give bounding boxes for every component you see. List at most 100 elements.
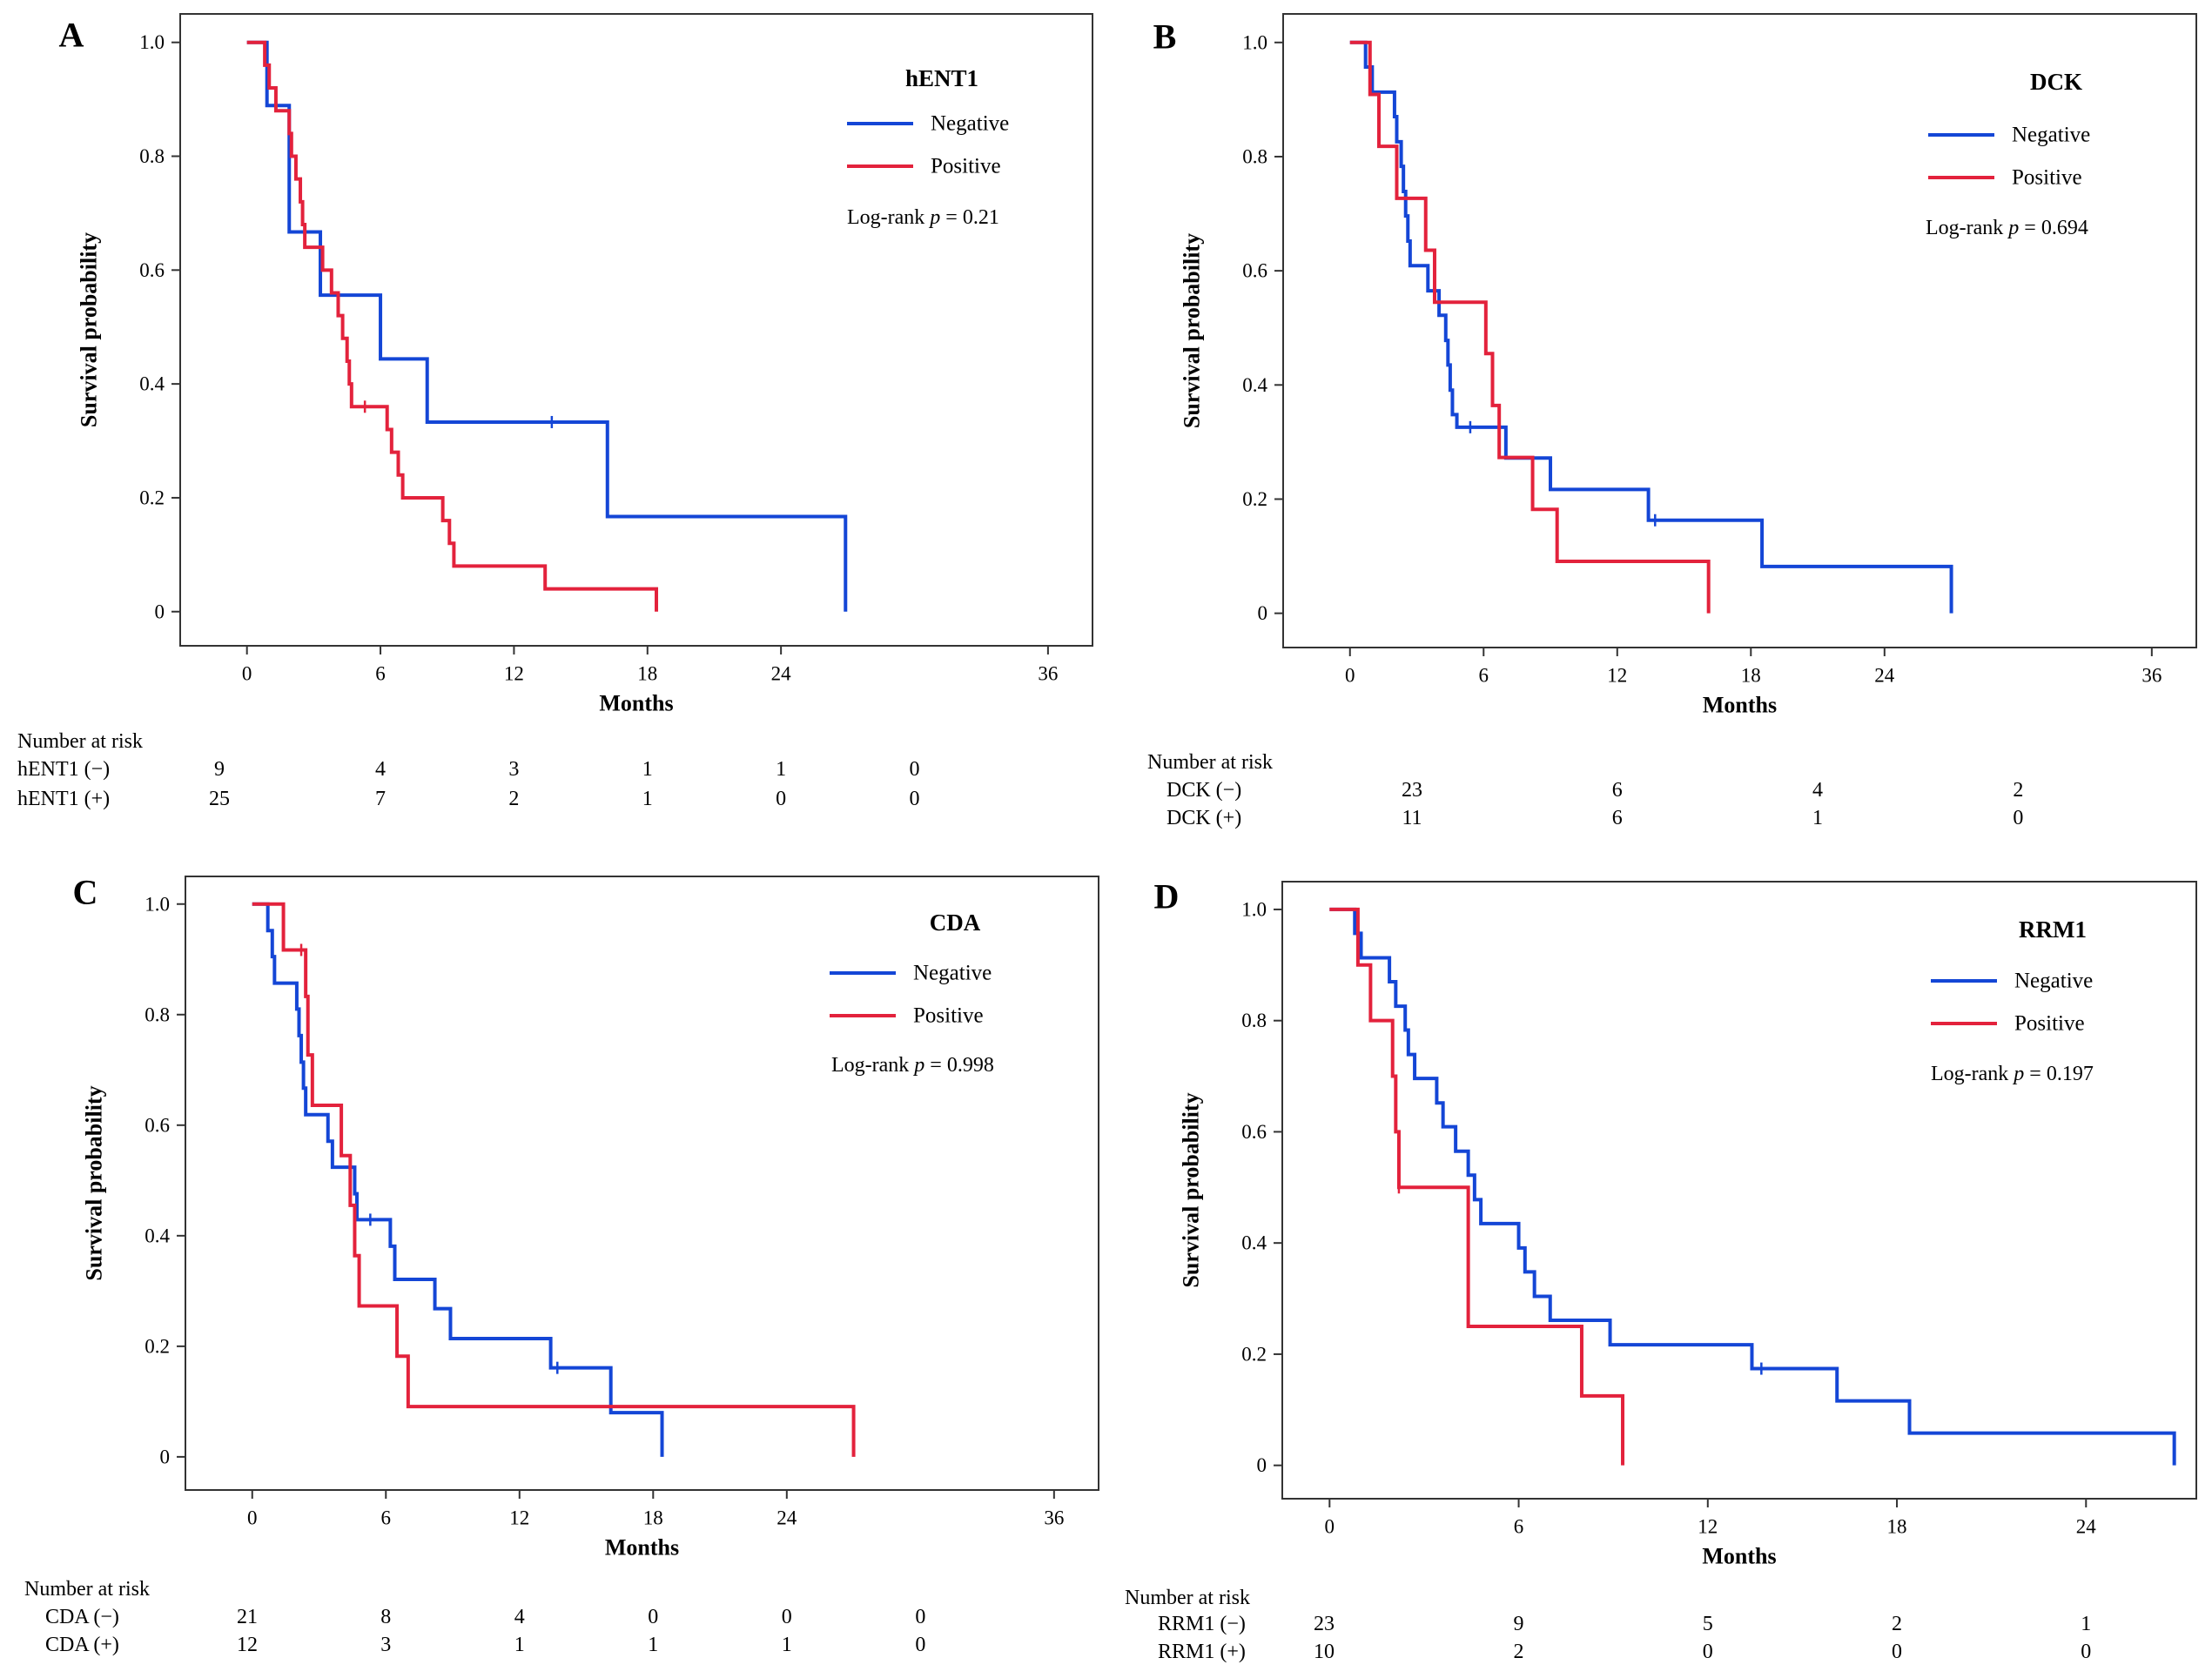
log-rank-stat: Log-rank p = 0.998 [831, 1054, 994, 1077]
y-tick-label: 0.8 [139, 145, 165, 167]
y-tick-label: 1.0 [139, 31, 165, 53]
risk-count: 7 [375, 788, 386, 810]
risk-count: 23 [1402, 779, 1422, 802]
risk-count: 9 [1514, 1613, 1524, 1635]
plot-frame [1281, 881, 2197, 1500]
risk-table-header: Number at risk [17, 730, 143, 753]
y-tick-label: 1.0 [145, 893, 170, 915]
y-tick-label: 0.6 [1242, 260, 1267, 282]
x-tick-label: 24 [1874, 665, 1895, 687]
risk-count: 4 [375, 758, 386, 781]
y-tick-label: 0 [160, 1446, 171, 1467]
km-curve-positive [1329, 907, 1625, 1466]
log-rank-stat: Log-rank p = 0.21 [847, 206, 999, 229]
risk-row-label: DCK (−) [1167, 779, 1241, 802]
y-tick-label: 0.6 [145, 1114, 170, 1136]
risk-row-label: CDA (−) [45, 1606, 119, 1628]
x-axis-label: Months [1703, 693, 1777, 718]
x-tick-label: 6 [381, 1507, 392, 1529]
y-tick-label: 0.2 [1241, 1343, 1267, 1365]
risk-count: 0 [648, 1606, 658, 1628]
y-tick-label: 0.4 [1241, 1232, 1267, 1254]
panel-b: B0 6 12 18 24 3600.20.40.60.81.0MonthsSurviva… [1147, 13, 2197, 829]
x-axis-label: Months [605, 1535, 679, 1561]
km-curve-negative [1329, 907, 2176, 1466]
x-tick-label: 24 [771, 663, 792, 685]
chart-title: DCK [2030, 69, 2082, 95]
x-tick-label: 12 [1607, 665, 1627, 687]
y-tick-label: 0 [1258, 602, 1268, 624]
x-tick-label: 12 [509, 1507, 529, 1529]
y-axis-label: Survival probability [82, 1085, 107, 1280]
risk-count: 8 [380, 1606, 391, 1628]
y-tick-label: 0.8 [145, 1003, 170, 1025]
risk-row-label: hENT1 (−) [17, 758, 110, 781]
risk-count: 4 [514, 1606, 525, 1628]
risk-count: 0 [2013, 807, 2023, 829]
risk-count: 0 [915, 1634, 925, 1656]
risk-row-label: hENT1 (+) [17, 788, 110, 810]
panel-label: C [73, 873, 98, 912]
x-tick-label: 6 [1514, 1516, 1524, 1538]
chart-title: RRM1 [2019, 916, 2087, 943]
risk-count: 1 [642, 758, 653, 781]
risk-count: 0 [910, 758, 920, 781]
plot-frame [1282, 13, 2197, 648]
risk-count: 1 [642, 788, 653, 810]
km-curve-negative [252, 902, 664, 1457]
y-tick-label: 0.6 [139, 259, 165, 281]
y-tick-label: 1.0 [1242, 31, 1267, 53]
y-axis-label: Survival probability [1179, 1092, 1204, 1287]
legend-label-negative: Negative [2012, 124, 2090, 147]
panel-d: D0 6 12 18 2400.20.40.60.81.0MonthsSurvival … [1125, 877, 2197, 1663]
y-tick-label: 0.2 [139, 487, 165, 508]
risk-count: 23 [1314, 1613, 1335, 1635]
risk-count: 6 [1612, 779, 1623, 802]
risk-row-label: RRM1 (−) [1158, 1613, 1246, 1635]
panel-a: A0 6 12 18 24 3600.20.40.60.81.0MonthsSurviva… [17, 13, 1093, 810]
risk-table-header: Number at risk [1147, 751, 1273, 774]
chart-title: CDA [930, 909, 981, 936]
y-tick-label: 0.8 [1242, 145, 1267, 167]
y-tick-label: 0 [155, 601, 165, 622]
x-tick-label: 6 [375, 663, 386, 685]
x-tick-label: 6 [1479, 665, 1489, 687]
km-curve-positive [252, 902, 856, 1457]
y-tick-label: 0.8 [1241, 1010, 1267, 1031]
log-rank-stat: Log-rank p = 0.197 [1931, 1063, 2094, 1085]
x-tick-label: 24 [777, 1507, 797, 1529]
y-tick-label: 0.2 [145, 1335, 170, 1357]
y-axis-label: Survival probability [77, 232, 102, 427]
km-curve-negative [246, 40, 848, 612]
x-tick-label: 18 [1741, 665, 1761, 687]
risk-count: 25 [209, 788, 230, 810]
plot-frame [179, 13, 1093, 647]
y-tick-label: 0.4 [1242, 374, 1267, 396]
x-tick-label: 0 [1325, 1516, 1335, 1538]
risk-count: 0 [910, 788, 920, 810]
legend-label-positive: Positive [931, 155, 1001, 178]
legend-label-positive: Positive [913, 1004, 984, 1028]
risk-count: 11 [1402, 807, 1422, 829]
risk-count: 2 [2013, 779, 2023, 802]
risk-count: 0 [782, 1606, 792, 1628]
risk-count: 2 [1514, 1641, 1524, 1663]
legend-label-positive: Positive [2012, 166, 2082, 190]
panel-label: B [1153, 17, 1177, 57]
km-curve-negative [1349, 40, 1953, 614]
chart-title: hENT1 [905, 65, 978, 91]
legend-label-positive: Positive [2014, 1012, 2085, 1036]
x-tick-label: 24 [2076, 1516, 2097, 1538]
x-tick-label: 0 [247, 1507, 258, 1529]
y-tick-label: 1.0 [1241, 898, 1267, 920]
risk-count: 0 [915, 1606, 925, 1628]
x-axis-label: Months [1702, 1544, 1776, 1569]
risk-count: 1 [648, 1634, 658, 1656]
risk-row-label: DCK (+) [1167, 807, 1241, 829]
risk-count: 4 [1812, 779, 1823, 802]
x-tick-label: 18 [637, 663, 657, 685]
legend-label-negative: Negative [2014, 970, 2093, 993]
x-tick-label: 18 [643, 1507, 663, 1529]
log-rank-stat: Log-rank p = 0.694 [1926, 217, 2088, 239]
